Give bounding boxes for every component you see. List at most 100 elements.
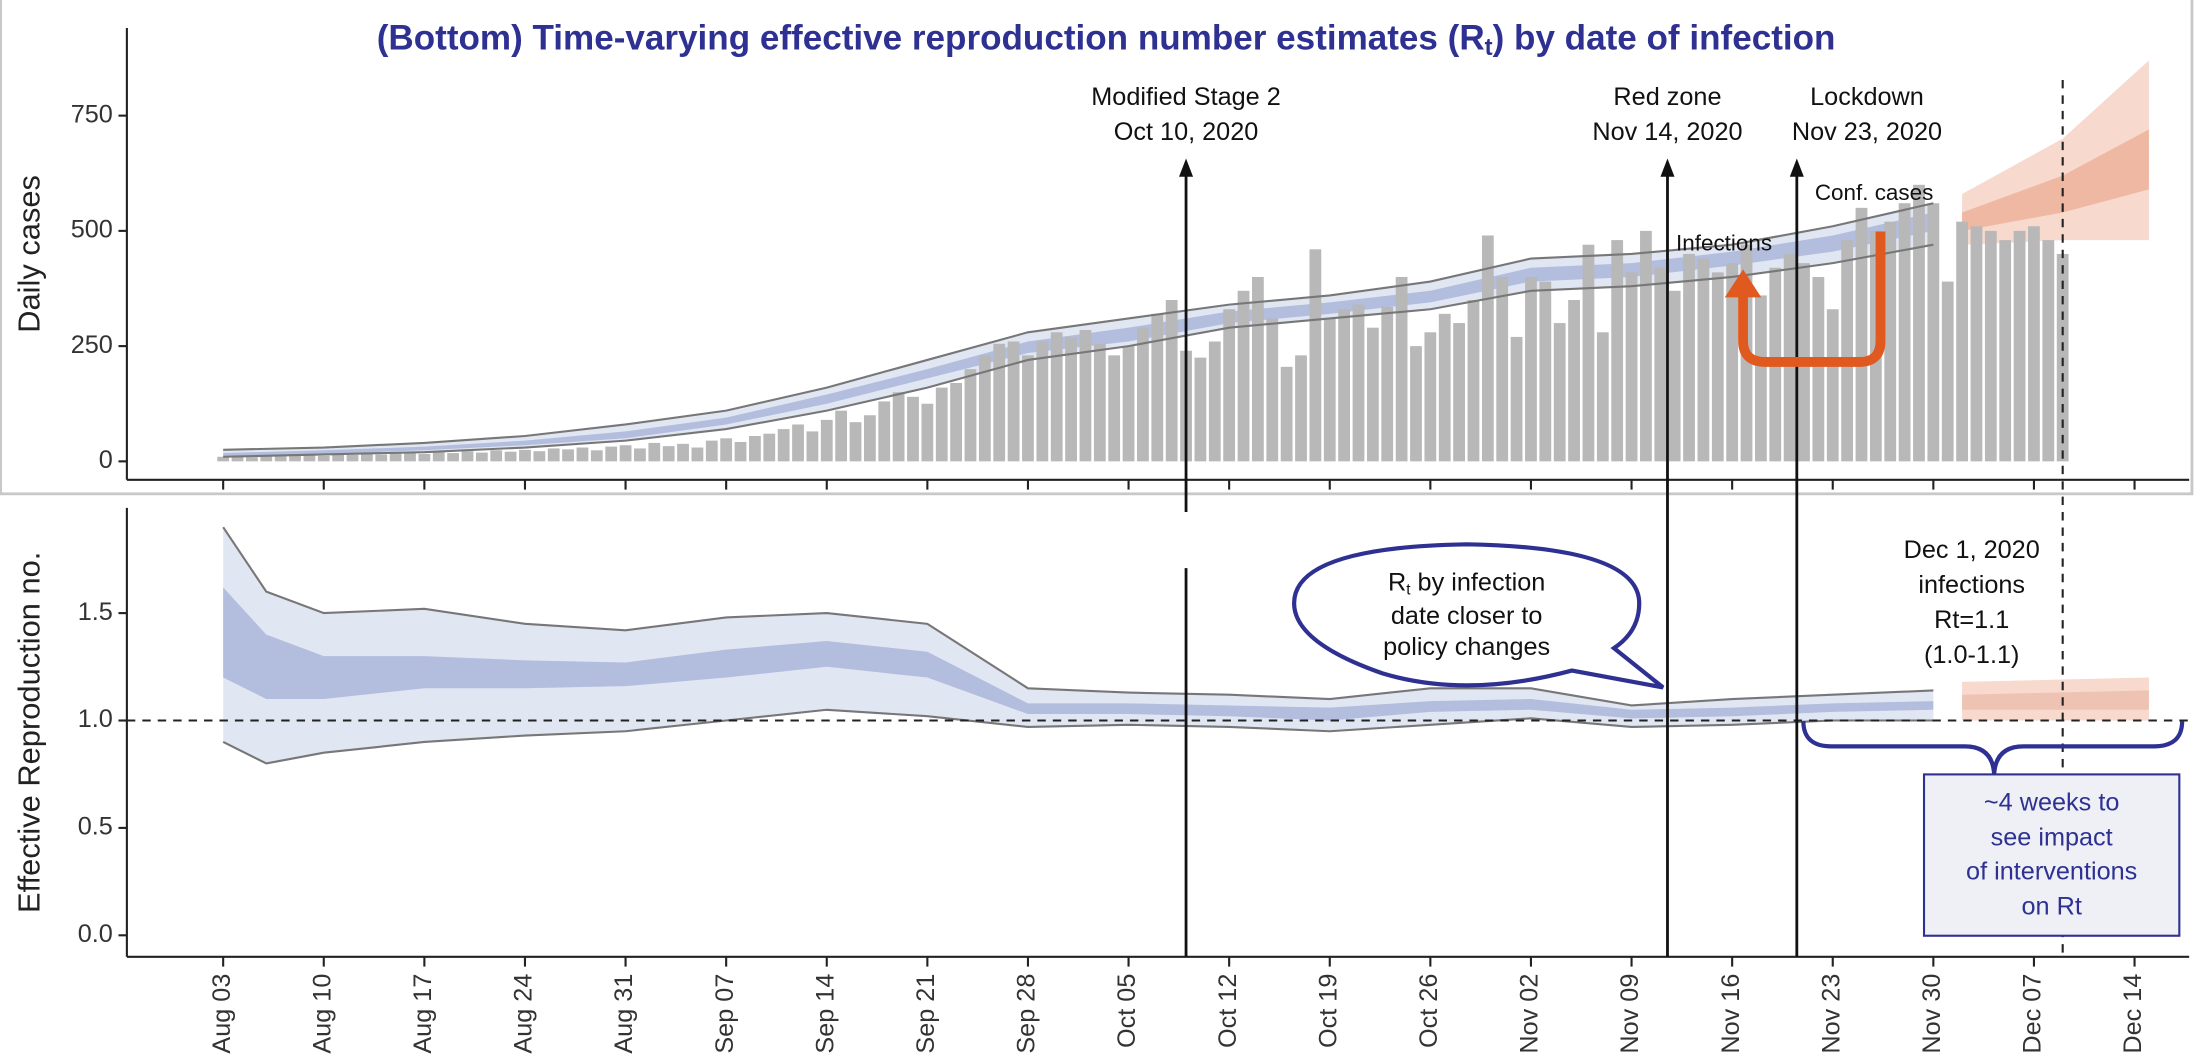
band-outline [222, 708, 1934, 765]
x-tick-label: Nov 23 [1817, 974, 1845, 1054]
bar [490, 450, 503, 462]
bar [1898, 203, 1911, 462]
bar [1007, 341, 1020, 462]
bar [519, 449, 531, 462]
bar [1108, 355, 1121, 462]
bar [533, 451, 546, 462]
bar [1525, 276, 1537, 462]
bar [1453, 323, 1465, 462]
bar [289, 455, 301, 462]
y-axis-title: Effective Reproduction no. [12, 552, 47, 913]
bar [734, 441, 747, 462]
bar [806, 431, 819, 462]
bar [1956, 221, 1968, 462]
bar [260, 454, 273, 462]
dec1-note: infections [1918, 571, 2025, 599]
y-tick-label: 1.5 [78, 598, 113, 626]
bar [504, 451, 517, 462]
x-tick-label: Sep 14 [811, 974, 839, 1054]
bar [1654, 267, 1667, 462]
x-tick-label: Oct 05 [1113, 974, 1141, 1048]
dec1-note: (1.0-1.1) [1924, 641, 2019, 669]
x-tick-label: Aug 31 [610, 974, 638, 1054]
event-label: Lockdown [1810, 83, 1924, 111]
bar [1223, 309, 1236, 462]
bar [375, 454, 388, 462]
bar [2028, 226, 2040, 462]
bar [389, 453, 402, 462]
x-tick-label: Nov 30 [1918, 974, 1946, 1054]
band-outline [223, 243, 1934, 458]
bubble-part: R [1388, 568, 1406, 596]
bar [648, 442, 661, 462]
bar [1683, 253, 1695, 462]
bar [432, 452, 445, 462]
dec1-note: Rt=1.1 [1934, 606, 2009, 634]
bar [605, 446, 618, 462]
bar [1999, 240, 2012, 462]
bar [1036, 341, 1049, 462]
bar [1927, 203, 1940, 462]
bar [1496, 276, 1509, 462]
top-panel-frame [0, 0, 2194, 496]
band [1962, 690, 2149, 710]
bubble-text: policy changes [1383, 633, 1550, 661]
title-part: ) by date of infection [1493, 19, 1836, 58]
title-subscript: t [1485, 34, 1493, 61]
bar [863, 415, 876, 462]
bar [1381, 306, 1394, 462]
bar [447, 453, 460, 462]
box-text: on Rt [2021, 892, 2081, 920]
bar [2013, 230, 2026, 462]
band [223, 203, 1934, 457]
y-tick-label: 500 [71, 216, 113, 244]
bar [418, 453, 431, 462]
bar [562, 449, 574, 462]
bar [1884, 221, 1897, 462]
orange-arrowhead [1724, 269, 1762, 298]
bar [461, 451, 474, 462]
bar [360, 453, 373, 462]
y-tick-label: 250 [71, 331, 113, 359]
bar [1611, 240, 1624, 462]
title-part: (Bottom) Time-varying effective reproduc… [377, 19, 1485, 58]
bar [404, 452, 416, 462]
bar [1510, 336, 1523, 462]
bar [1295, 355, 1307, 462]
bar [1122, 346, 1135, 462]
bar [921, 403, 934, 462]
bar [1266, 318, 1279, 462]
x-tick-label: Nov 02 [1516, 974, 1544, 1054]
bar [1826, 309, 1839, 462]
x-tick-label: Aug 10 [308, 974, 336, 1054]
x-tick-label: Nov 16 [1717, 974, 1745, 1054]
bar [619, 445, 632, 462]
dec1-note: Dec 1, 2020 [1904, 536, 2040, 564]
bubble-text: Rt by infection [1388, 568, 1545, 598]
bar [1640, 230, 1652, 462]
bar [1079, 329, 1092, 462]
bar [246, 457, 258, 462]
x-tick-label: Aug 17 [409, 974, 437, 1054]
bar [1093, 343, 1106, 462]
bar [1568, 300, 1580, 462]
bar [1280, 366, 1293, 462]
bar [1596, 332, 1609, 462]
bar [1438, 313, 1451, 462]
bar [1065, 336, 1077, 462]
bar [835, 410, 848, 462]
x-tick-label: Sep 28 [1013, 974, 1041, 1054]
bar [1812, 276, 1825, 462]
bar [1410, 346, 1422, 462]
bar [749, 436, 761, 462]
bar [332, 453, 345, 462]
event-arrowhead [1660, 158, 1675, 177]
bubble-part: by infection [1411, 568, 1546, 596]
x-tick-label: Dec 14 [2119, 974, 2147, 1054]
band-label: Infections [1676, 231, 1772, 256]
bar [1668, 290, 1681, 462]
bar [677, 443, 689, 462]
bar [950, 382, 962, 462]
bar [576, 447, 589, 462]
